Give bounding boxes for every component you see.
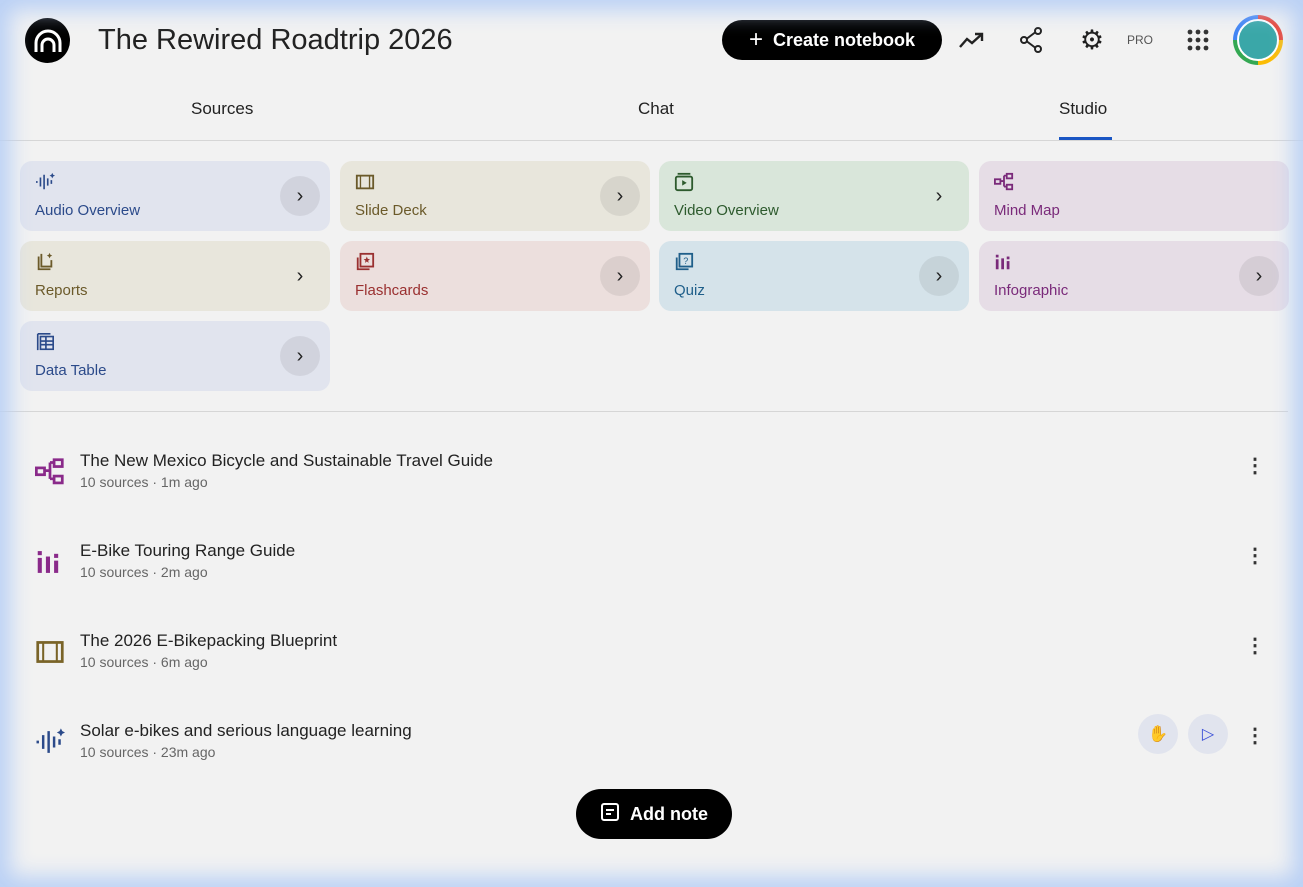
avatar[interactable] <box>1233 15 1283 65</box>
studio-tool-infographic[interactable]: Infographic › <box>979 241 1289 311</box>
active-tab-indicator <box>1059 137 1112 140</box>
studio-tool-label: Mind Map <box>994 202 1060 219</box>
studio-tool-flashcards[interactable]: Flashcards › <box>340 241 650 311</box>
chevron-right-icon[interactable]: › <box>935 184 943 207</box>
note-title: Solar e-bikes and serious language learn… <box>80 721 412 740</box>
note-meta: 10 sources · 23m ago <box>80 744 216 760</box>
play-button[interactable]: ▷ <box>1188 714 1228 754</box>
more-options-icon[interactable]: ⋮ <box>1245 455 1265 477</box>
mind-map-icon <box>994 172 1014 192</box>
app-logo[interactable] <box>25 18 70 63</box>
note-item[interactable]: The 2026 E-Bikepacking Blueprint 10 sourc… <box>30 631 1280 681</box>
chevron-right-icon[interactable]: › <box>919 256 959 296</box>
tab-sources[interactable]: Sources <box>191 99 254 118</box>
hand-wave-icon: ✋ <box>1148 726 1168 743</box>
chevron-right-icon[interactable]: › <box>280 176 320 216</box>
reports-icon <box>35 252 55 272</box>
audio-waveform-icon <box>35 727 65 757</box>
note-title: The New Mexico Bicycle and Sustainable T… <box>80 451 493 470</box>
tab-divider <box>0 140 1303 141</box>
more-options-icon[interactable]: ⋮ <box>1245 725 1265 747</box>
infographic-icon <box>35 547 65 577</box>
chevron-right-icon[interactable]: › <box>600 176 640 216</box>
note-icon <box>600 802 620 827</box>
plus-icon: + <box>748 26 763 53</box>
add-note-button[interactable]: Add note <box>576 789 732 839</box>
infographic-icon <box>994 252 1014 272</box>
studio-tool-label: Slide Deck <box>355 202 427 219</box>
studio-tool-audio-overview[interactable]: Audio Overview › <box>20 161 330 231</box>
studio-tool-label: Video Overview <box>674 202 779 219</box>
more-options-icon[interactable]: ⋮ <box>1245 635 1265 657</box>
studio-tool-label: Flashcards <box>355 282 429 299</box>
flashcards-icon <box>355 252 375 272</box>
note-item[interactable]: The New Mexico Bicycle and Sustainable T… <box>30 451 1280 501</box>
studio-tool-label: Audio Overview <box>35 202 141 219</box>
note-item[interactable]: E-Bike Touring Range Guide 10 sources · 2… <box>30 541 1280 591</box>
note-meta: 10 sources · 6m ago <box>80 654 208 670</box>
slides-icon <box>35 637 65 667</box>
note-meta: 10 sources · 1m ago <box>80 474 208 490</box>
quiz-icon: ? <box>674 252 694 272</box>
audio-waveform-icon <box>35 172 55 192</box>
play-icon: ▷ <box>1201 726 1215 743</box>
studio-tool-label: Data Table <box>35 362 107 379</box>
slides-icon <box>355 172 375 192</box>
studio-tool-label: Infographic <box>994 282 1069 299</box>
apps-grid-icon[interactable] <box>1184 26 1212 54</box>
settings-icon[interactable]: ⚙ <box>1079 24 1105 55</box>
data-table-icon <box>35 332 55 352</box>
tab-studio[interactable]: Studio <box>1059 99 1108 118</box>
note-title: The 2026 E-Bikepacking Blueprint <box>80 631 338 650</box>
tab-chat[interactable]: Chat <box>638 99 674 118</box>
chevron-right-icon[interactable]: › <box>296 264 304 287</box>
studio-tool-data-table[interactable]: Data Table › <box>20 321 330 391</box>
chevron-right-icon[interactable]: › <box>1239 256 1279 296</box>
studio-tool-label: Quiz <box>674 282 705 299</box>
create-notebook-button[interactable]: + Create notebook <box>722 20 942 60</box>
mind-map-icon <box>35 457 65 487</box>
studio-tool-mind-map[interactable]: Mind Map <box>979 161 1289 231</box>
chevron-right-icon[interactable]: › <box>280 336 320 376</box>
analytics-icon[interactable] <box>958 26 986 54</box>
studio-tool-slide-deck[interactable]: Slide Deck › <box>340 161 650 231</box>
studio-tool-label: Reports <box>35 282 88 299</box>
more-options-icon[interactable]: ⋮ <box>1245 545 1265 567</box>
video-icon <box>674 172 694 192</box>
studio-tool-video-overview[interactable]: Video Overview › <box>659 161 969 231</box>
section-divider <box>0 411 1288 412</box>
note-item[interactable]: Solar e-bikes and serious language learn… <box>30 714 1280 771</box>
pro-badge: PRO <box>1127 33 1154 47</box>
note-meta: 10 sources · 2m ago <box>80 564 208 580</box>
chevron-right-icon[interactable]: › <box>600 256 640 296</box>
note-title: E-Bike Touring Range Guide <box>80 541 296 560</box>
interactive-mode-button[interactable]: ✋ <box>1138 714 1178 754</box>
notebook-title[interactable]: The Rewired Roadtrip 2026 <box>98 24 453 56</box>
studio-tool-quiz[interactable]: ? Quiz › <box>659 241 969 311</box>
svg-text:?: ? <box>683 256 688 266</box>
share-icon[interactable] <box>1017 26 1045 54</box>
studio-tool-reports[interactable]: Reports › <box>20 241 330 311</box>
